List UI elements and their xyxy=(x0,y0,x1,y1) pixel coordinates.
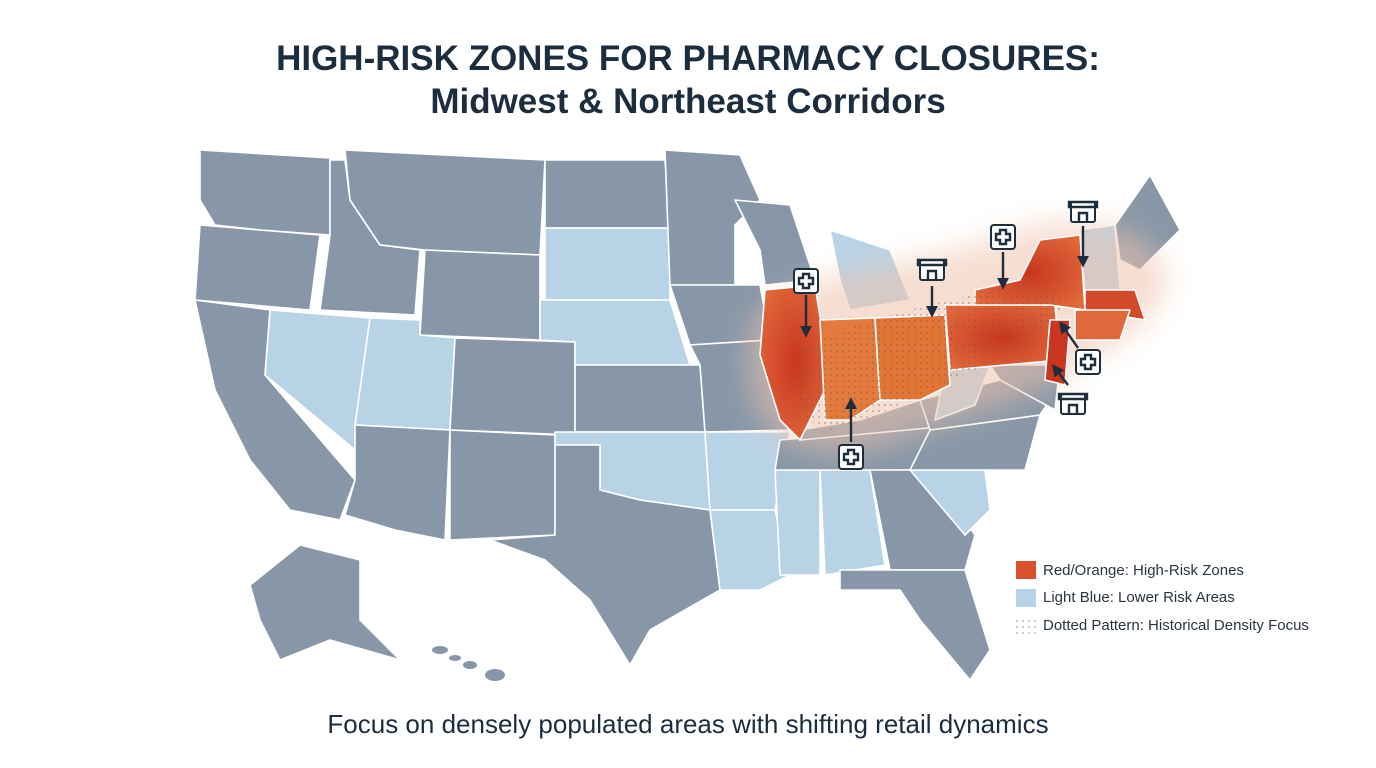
store-awning xyxy=(1067,200,1099,222)
arrow xyxy=(1059,321,1079,349)
state xyxy=(449,429,556,541)
icons xyxy=(793,200,1101,470)
state xyxy=(344,424,451,541)
legend-swatch xyxy=(1016,589,1036,607)
density-pattern xyxy=(792,280,1061,430)
legend-label: Red/Orange: High-Risk Zones xyxy=(1043,562,1244,579)
legend-swatch xyxy=(1016,561,1036,579)
pharmacy-cross xyxy=(994,228,1012,246)
state xyxy=(419,249,541,341)
state xyxy=(734,199,816,286)
state xyxy=(489,444,721,666)
pharmacy-icon xyxy=(838,444,864,470)
state xyxy=(194,224,321,311)
hawaii-island xyxy=(449,655,461,661)
pharmacy-icon xyxy=(990,224,1016,250)
state xyxy=(199,149,331,236)
pharmacy-cross xyxy=(842,448,860,466)
state xyxy=(544,227,671,301)
state xyxy=(574,364,706,433)
legend-label: Light Blue: Lower Risk Areas xyxy=(1043,589,1235,606)
state xyxy=(709,509,791,591)
legend-swatch xyxy=(1016,616,1036,634)
hawaii-island xyxy=(432,646,448,654)
pharmacy-icon xyxy=(793,268,819,294)
arrow xyxy=(1052,364,1069,386)
legend: Red/Orange: High-Risk Zones Light Blue: … xyxy=(1016,561,1309,634)
state xyxy=(249,544,401,661)
caption: Focus on densely populated areas with sh… xyxy=(327,709,1048,739)
hawaii-island xyxy=(485,669,505,681)
state xyxy=(449,337,576,436)
title: HIGH-RISK ZONES FOR PHARMACY CLOSURES: xyxy=(276,39,1100,78)
state xyxy=(774,469,821,576)
subtitle: Midwest & Northeast Corridors xyxy=(430,82,945,121)
hawaii-island xyxy=(463,661,477,669)
pharmacy-icon xyxy=(1075,349,1101,375)
high-risk-state xyxy=(1074,309,1131,341)
pharmacy-cross xyxy=(1079,353,1097,371)
store-awning xyxy=(1057,392,1089,414)
state xyxy=(839,569,991,681)
store-awning xyxy=(916,258,948,280)
pharmacy-cross xyxy=(797,272,815,290)
state xyxy=(544,159,671,229)
us-map xyxy=(194,149,1181,681)
legend-label: Dotted Pattern: Historical Density Focus xyxy=(1043,617,1309,634)
